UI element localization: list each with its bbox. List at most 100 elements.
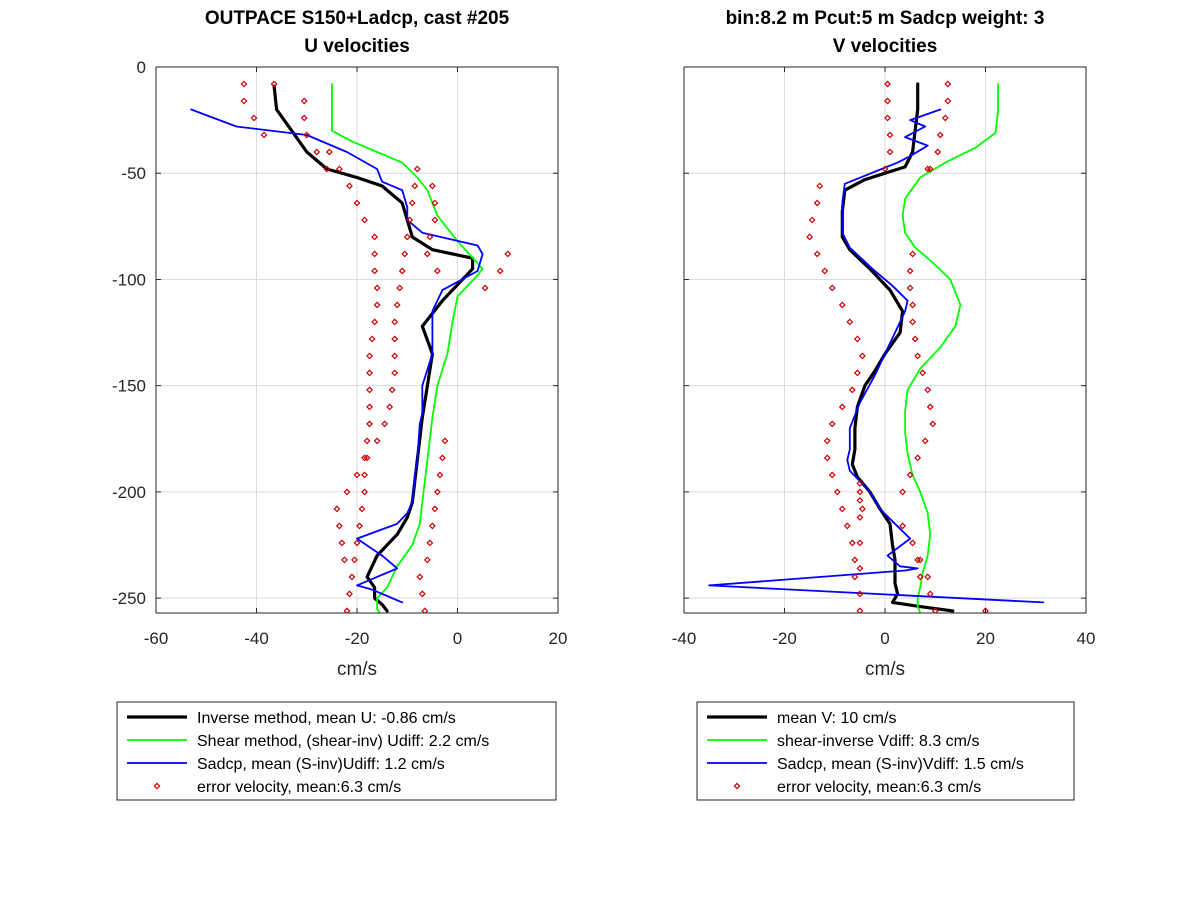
error-velocity-point bbox=[371, 233, 379, 241]
error-velocity-point bbox=[848, 539, 856, 547]
error-velocity-point bbox=[441, 437, 449, 445]
error-velocity-point bbox=[924, 386, 932, 394]
error-velocity-point bbox=[413, 165, 421, 173]
error-velocity-point bbox=[426, 539, 434, 547]
chart-subtitle: U velocities bbox=[304, 36, 410, 57]
error-velocity-point bbox=[371, 318, 379, 326]
error-velocity-point bbox=[361, 471, 368, 479]
error-velocity-point bbox=[428, 182, 436, 190]
legend-entry: Inverse method, mean U: -0.86 cm/s bbox=[197, 710, 456, 727]
error-velocity-point bbox=[373, 437, 381, 445]
error-velocity-point bbox=[813, 250, 821, 258]
error-velocity-point bbox=[335, 165, 343, 173]
error-velocity-point bbox=[828, 284, 836, 292]
error-velocity-point bbox=[914, 454, 922, 462]
error-velocity-point bbox=[843, 522, 851, 530]
error-velocity-point bbox=[300, 114, 308, 122]
series-0-line bbox=[272, 84, 475, 613]
series-2-line bbox=[708, 108, 1045, 604]
error-velocity-point bbox=[906, 267, 914, 275]
error-velocity-point bbox=[919, 369, 927, 377]
y-tick-label: -150 bbox=[112, 377, 146, 396]
error-velocity-point bbox=[944, 97, 952, 105]
error-velocity-point bbox=[401, 250, 409, 258]
error-velocity-point bbox=[343, 607, 351, 613]
error-velocity-point bbox=[911, 335, 919, 343]
error-velocity-point bbox=[838, 403, 846, 411]
error-velocity-point bbox=[823, 437, 831, 445]
error-velocity-point bbox=[481, 284, 489, 292]
error-velocity-point bbox=[924, 573, 932, 581]
error-velocity-point bbox=[982, 607, 989, 613]
x-tick-label: 0 bbox=[453, 629, 462, 648]
error-velocity-point bbox=[856, 539, 864, 547]
error-velocity-point bbox=[391, 352, 399, 360]
series-0-line bbox=[840, 82, 955, 613]
error-velocity-point bbox=[353, 471, 361, 479]
error-velocity-point bbox=[846, 318, 854, 326]
error-velocity-point bbox=[936, 131, 944, 139]
error-velocity-point bbox=[856, 488, 864, 496]
legend-marker bbox=[733, 782, 741, 790]
error-velocity-point bbox=[371, 250, 379, 258]
error-velocity-point bbox=[260, 131, 268, 139]
error-velocity-point bbox=[926, 590, 934, 598]
error-velocity-point bbox=[431, 216, 439, 224]
error-velocity-point bbox=[914, 556, 922, 564]
error-velocity-point bbox=[909, 301, 917, 309]
error-velocity-point bbox=[388, 386, 396, 394]
error-velocity-point bbox=[398, 267, 406, 275]
error-velocity-point bbox=[504, 250, 512, 258]
error-velocity-point bbox=[914, 352, 922, 360]
error-velocity-point bbox=[856, 564, 864, 572]
series-2-line bbox=[190, 108, 484, 604]
error-velocity-point bbox=[250, 114, 258, 122]
error-velocity-point bbox=[353, 539, 361, 547]
legend: mean V: 10 cm/s shear-inverse Vdiff: 8.3 … bbox=[696, 701, 1075, 801]
error-velocity-point bbox=[363, 454, 371, 462]
legend: Inverse method, mean U: -0.86 cm/s Shear … bbox=[116, 701, 557, 801]
legend-entry: Sadcp, mean (S-inv)Udiff: 1.2 cm/s bbox=[197, 756, 445, 773]
error-velocity-point bbox=[366, 386, 374, 394]
error-velocity-point bbox=[438, 454, 446, 462]
series-1-line bbox=[330, 83, 484, 613]
error-velocity-point bbox=[821, 267, 829, 275]
error-velocity-point bbox=[371, 267, 379, 275]
error-velocity-point bbox=[899, 488, 907, 496]
error-velocity-point bbox=[358, 505, 366, 513]
error-velocity-point bbox=[333, 505, 341, 513]
x-tick-label: 0 bbox=[880, 629, 889, 648]
legend-entry: mean V: 10 cm/s bbox=[777, 710, 896, 727]
error-velocity-point bbox=[926, 165, 934, 173]
error-velocity-point bbox=[856, 590, 864, 598]
error-velocity-point bbox=[808, 216, 816, 224]
error-velocity-point bbox=[899, 522, 907, 530]
error-velocity-point bbox=[906, 284, 914, 292]
error-velocity-point bbox=[368, 335, 376, 343]
error-velocity-point bbox=[926, 403, 934, 411]
error-velocity-point bbox=[340, 556, 348, 564]
error-velocity-point bbox=[418, 590, 426, 598]
error-velocity-point bbox=[886, 148, 894, 156]
y-tick-label: 0 bbox=[137, 58, 146, 77]
error-velocity-point bbox=[406, 216, 414, 224]
y-tick-label: -200 bbox=[112, 483, 146, 502]
panel-u: -60 -40 -20 0 200-50-100-150-200-250OUTPACE … bbox=[112, 8, 567, 801]
error-velocity-point bbox=[856, 607, 864, 613]
error-velocity-point bbox=[416, 573, 424, 581]
x-tick-label: -20 bbox=[772, 629, 797, 648]
error-velocity-point bbox=[335, 522, 343, 530]
error-velocity-point bbox=[391, 318, 399, 326]
error-velocity-point bbox=[816, 182, 824, 190]
error-velocity-point bbox=[944, 80, 952, 88]
y-tick-label: -100 bbox=[112, 270, 146, 289]
x-tick-label: -40 bbox=[244, 629, 269, 648]
error-velocity-point bbox=[356, 522, 363, 530]
error-velocity-point bbox=[366, 369, 374, 377]
y-tick-label: -50 bbox=[121, 164, 146, 183]
legend-marker bbox=[153, 782, 161, 790]
error-velocity-point bbox=[431, 199, 439, 207]
error-velocity-point bbox=[436, 471, 444, 479]
error-velocity-point bbox=[833, 488, 841, 496]
